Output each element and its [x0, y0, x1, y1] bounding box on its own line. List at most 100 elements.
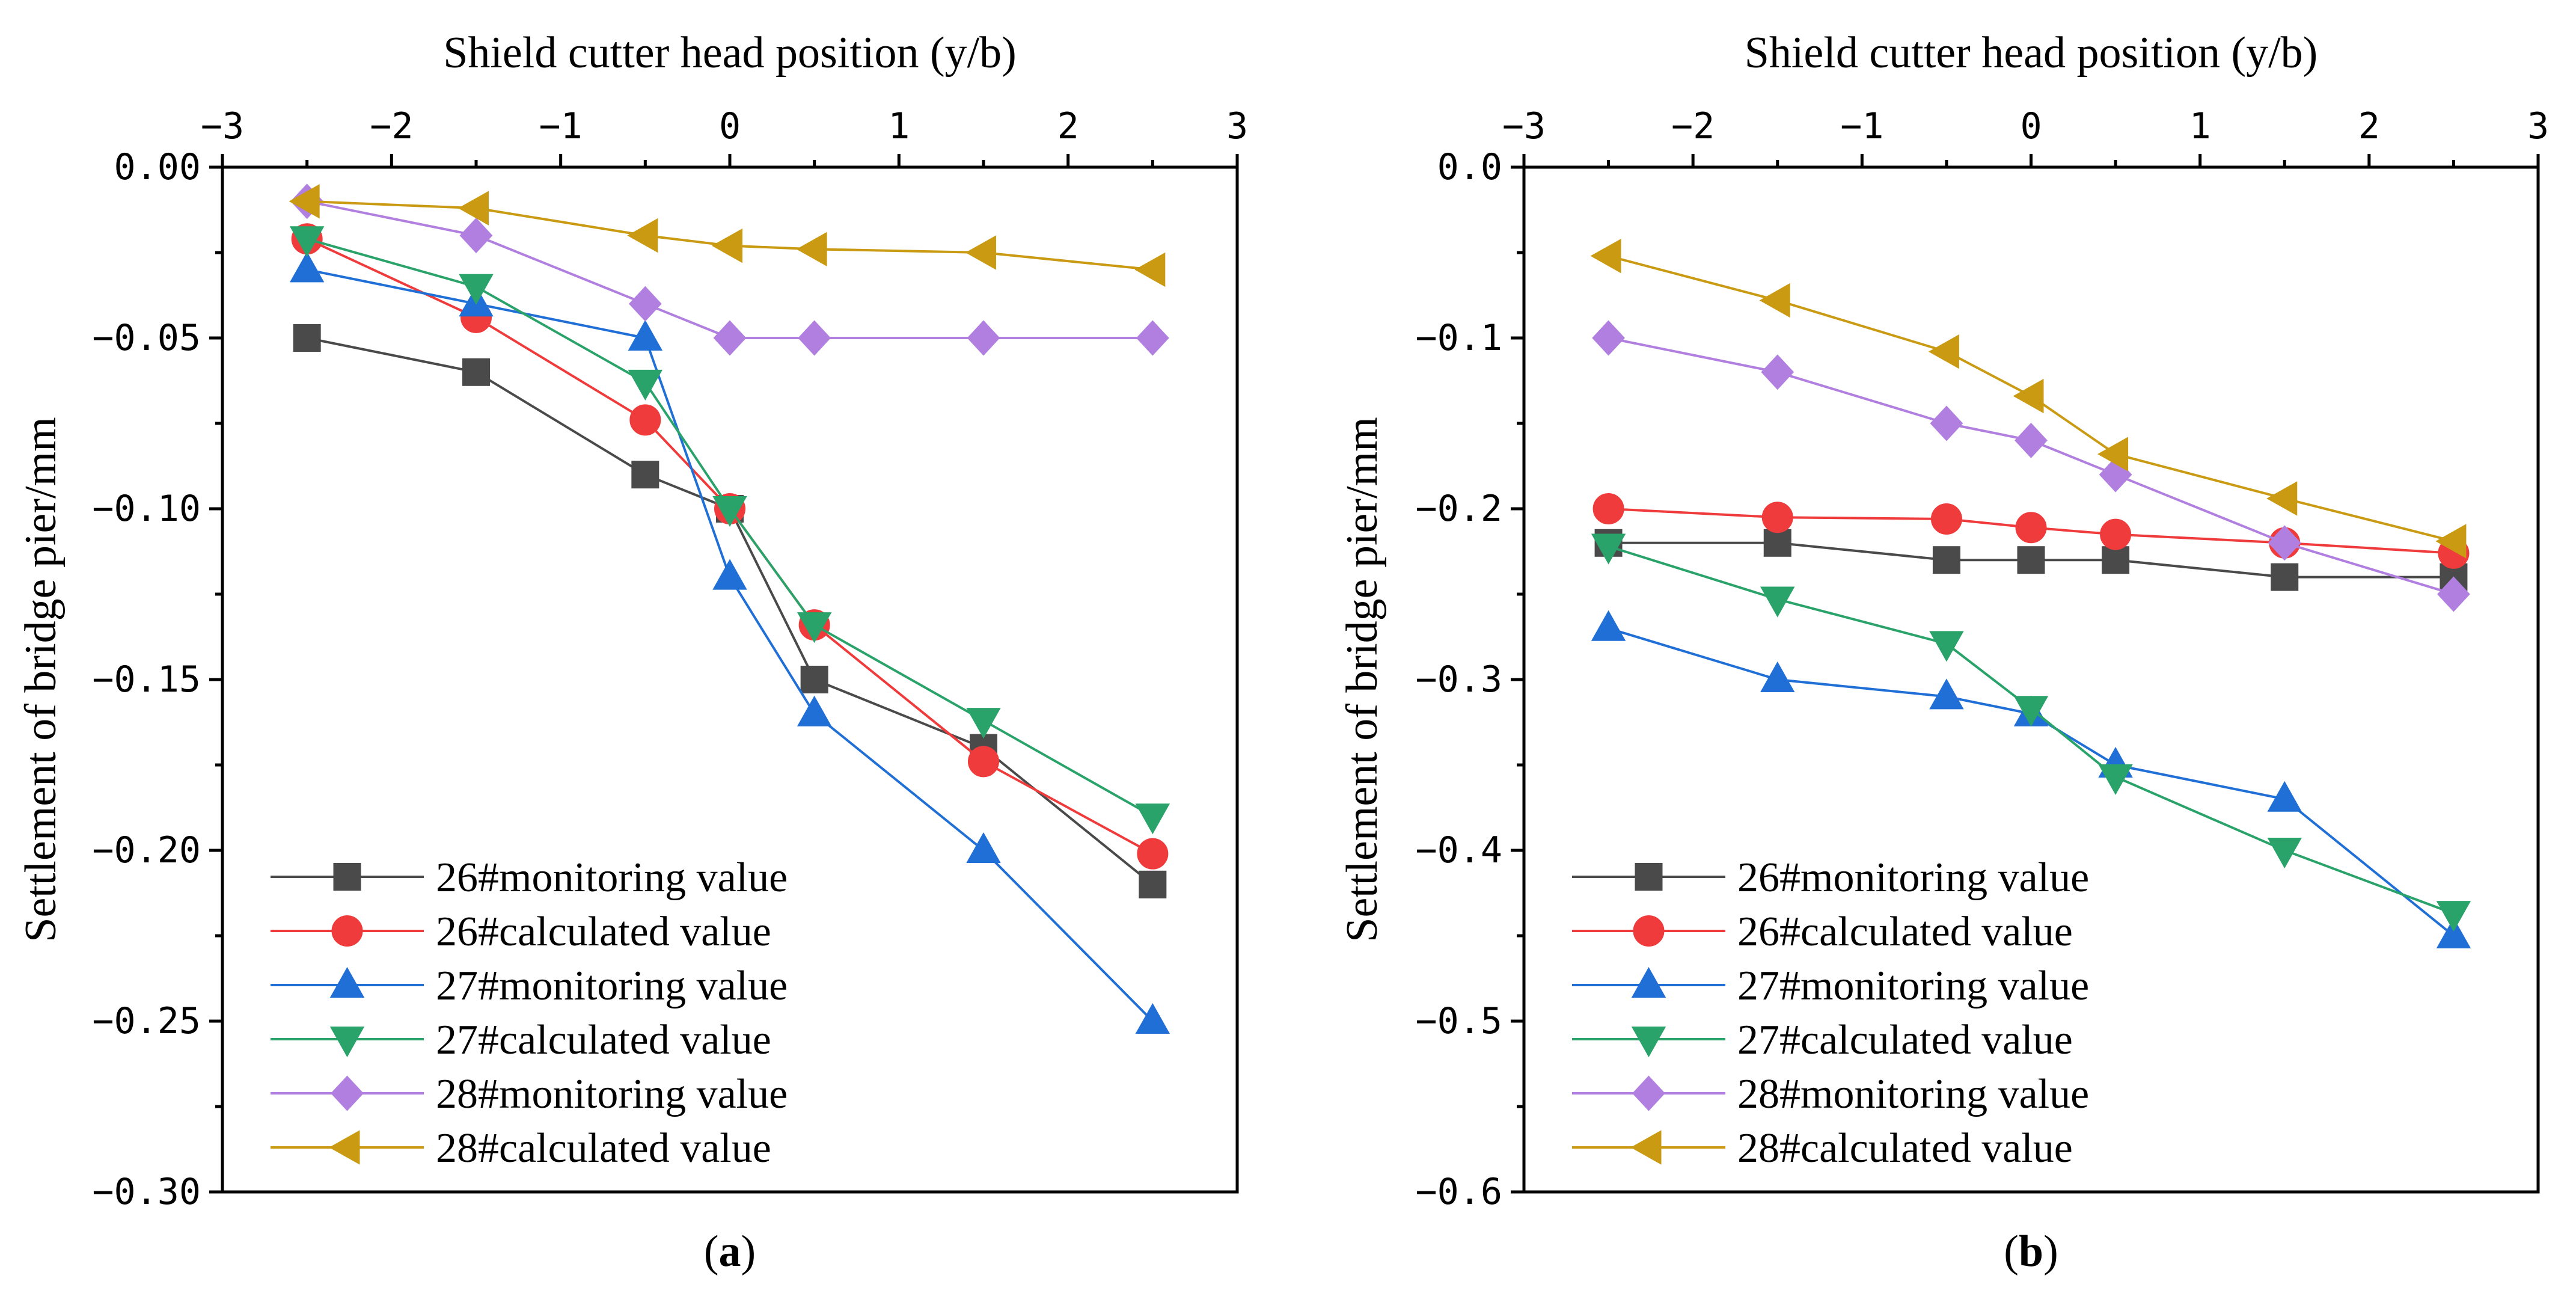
- panel-label: (b): [2004, 1227, 2058, 1276]
- data-point: [628, 286, 662, 322]
- legend-label: 28#calculated value: [1737, 1125, 2073, 1171]
- data-point: [711, 228, 742, 263]
- data-point: [2015, 512, 2047, 544]
- x-tick-label: 0: [719, 105, 741, 147]
- legend-marker: [329, 1130, 360, 1165]
- legend-marker: [1635, 863, 1663, 891]
- legend-marker: [329, 1027, 365, 1058]
- x-tick-label: −3: [201, 105, 244, 147]
- y-tick-label: 0.0: [1437, 146, 1502, 188]
- data-point: [1929, 631, 1964, 662]
- data-point: [2013, 696, 2049, 727]
- data-point: [2100, 518, 2132, 550]
- data-point: [1930, 503, 1962, 535]
- data-point: [457, 191, 489, 226]
- data-point: [628, 319, 663, 351]
- data-point: [1928, 334, 1959, 369]
- data-point: [2437, 576, 2470, 612]
- data-point: [1135, 1002, 1170, 1034]
- data-point: [1139, 870, 1167, 898]
- legend-label: 27#calculated value: [436, 1017, 771, 1063]
- data-point: [1591, 533, 1626, 565]
- data-point: [2267, 838, 2302, 869]
- legend-label: 28#monitoring value: [436, 1071, 788, 1117]
- data-point: [1592, 320, 1625, 356]
- y-tick-label: −0.5: [1416, 1000, 1503, 1042]
- data-point: [459, 218, 493, 254]
- data-point: [1760, 661, 1795, 692]
- legend-marker: [331, 915, 363, 947]
- y-tick-label: −0.6: [1416, 1171, 1503, 1213]
- legend-marker: [1631, 966, 1666, 998]
- data-point: [797, 695, 832, 726]
- data-point: [2102, 546, 2130, 574]
- legend-label: 28#monitoring value: [1737, 1071, 2089, 1117]
- x-tick-label: 1: [888, 105, 910, 147]
- legend-label: 27#calculated value: [1737, 1017, 2073, 1063]
- data-point: [797, 612, 832, 643]
- data-point: [712, 496, 747, 527]
- series-line: [307, 337, 1154, 886]
- data-point: [965, 235, 996, 270]
- x-tick-label: 2: [2358, 105, 2380, 147]
- y-tick-label: −0.4: [1416, 829, 1503, 871]
- data-point: [2017, 546, 2045, 574]
- legend-marker: [1631, 1027, 1666, 1058]
- data-point: [462, 358, 490, 386]
- data-point: [966, 708, 1001, 739]
- data-point: [2436, 901, 2471, 932]
- data-point: [800, 666, 828, 693]
- legend-label: 26#monitoring value: [436, 855, 788, 901]
- panel-label: (a): [704, 1227, 756, 1276]
- data-point: [2267, 781, 2302, 812]
- legend-label: 28#calculated value: [436, 1125, 771, 1171]
- y-tick-label: −0.30: [92, 1171, 201, 1213]
- x-axis-title: Shield cutter head position (y/b): [1745, 28, 2318, 78]
- legend-marker: [333, 863, 361, 891]
- legend-marker: [331, 1075, 364, 1111]
- y-tick-label: −0.3: [1416, 659, 1503, 701]
- data-point: [1930, 405, 1963, 441]
- data-point: [968, 746, 999, 778]
- data-point: [1763, 529, 1791, 557]
- x-tick-label: −3: [1502, 105, 1546, 147]
- y-tick-label: −0.25: [92, 1000, 201, 1042]
- data-point: [631, 461, 659, 489]
- data-point: [289, 184, 320, 219]
- data-point: [712, 559, 747, 590]
- y-axis-title: Settlement of bridge pier/mm: [1338, 417, 1387, 942]
- data-point: [2015, 422, 2048, 458]
- x-tick-label: −2: [1671, 105, 1715, 147]
- data-point: [2436, 917, 2471, 948]
- x-axis-title: Shield cutter head position (y/b): [443, 28, 1017, 78]
- legend-marker: [1630, 1130, 1662, 1165]
- x-tick-label: 3: [1226, 105, 1248, 147]
- data-point: [628, 369, 663, 401]
- data-point: [1591, 610, 1626, 641]
- data-point: [967, 320, 1000, 356]
- data-point: [2013, 378, 2044, 414]
- chart-panel-a: −3 −2 −1 0 1 2 3 0.00 −0.05 −0.10 −0.15 −0.20 −0.25 −…: [16, 28, 1248, 1276]
- data-point: [629, 404, 661, 436]
- x-tick-label: 1: [2189, 105, 2211, 147]
- x-tick-label: 0: [2020, 105, 2042, 147]
- data-point: [1932, 546, 1960, 574]
- data-point: [289, 226, 325, 257]
- series-line: [307, 200, 1153, 339]
- legend-label: 26#monitoring value: [1737, 855, 2089, 901]
- data-point: [459, 274, 494, 305]
- y-tick-label: −0.20: [92, 829, 201, 871]
- x-tick-label: −2: [370, 105, 413, 147]
- y-axis-title: Settlement of bridge pier/mm: [16, 417, 66, 942]
- x-tick-label: 2: [1057, 105, 1079, 147]
- data-point: [2097, 437, 2129, 471]
- y-tick-label: −0.10: [92, 488, 201, 530]
- data-point: [2271, 563, 2299, 591]
- legend-label: 26#calculated value: [1737, 909, 2073, 955]
- data-point: [289, 251, 325, 283]
- legend-marker: [329, 966, 365, 998]
- legend-label: 26#calculated value: [436, 909, 771, 955]
- legend-marker: [1633, 915, 1665, 947]
- data-point: [1136, 320, 1169, 356]
